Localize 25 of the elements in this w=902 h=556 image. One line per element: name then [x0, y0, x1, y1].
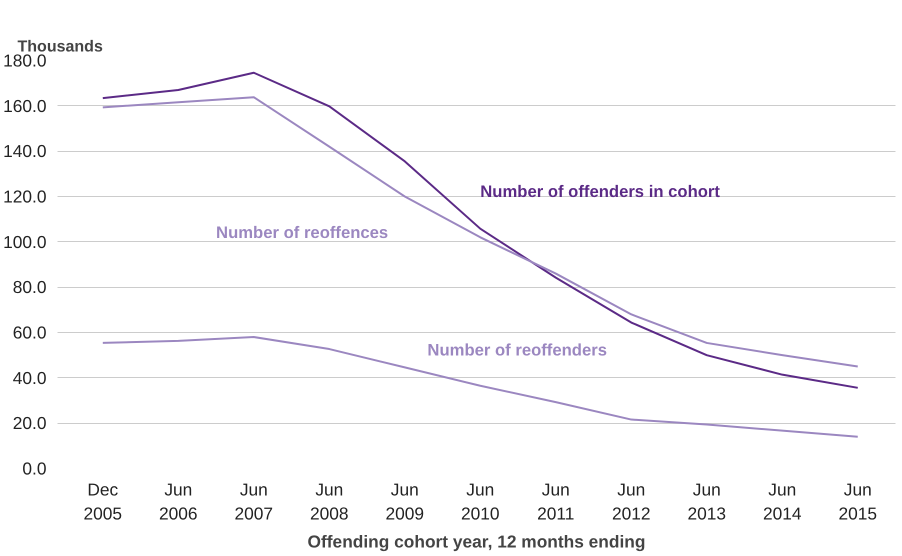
x-tick-label: Jun 2015 — [838, 480, 878, 524]
y-tick-label: 0.0 — [22, 458, 47, 478]
x-tick-label: Jun 2009 — [386, 480, 424, 524]
y-tick-label: 20.0 — [12, 413, 47, 434]
y-tick-label: 80.0 — [12, 277, 47, 298]
series-label: Number of reoffences — [216, 222, 388, 242]
y-tick-label: 120.0 — [3, 186, 47, 206]
y-tick-label: 140.0 — [3, 141, 47, 162]
y-tick-label: 40.0 — [12, 368, 47, 388]
x-tick-label: Jun 2014 — [762, 480, 802, 524]
x-tick-label: Jun 2011 — [537, 480, 574, 524]
x-tick-label: Jun 2012 — [612, 480, 651, 524]
line-series — [102, 336, 859, 438]
x-tick-label: Jun 2010 — [461, 480, 500, 524]
x-tick-label: Jun 2007 — [234, 480, 274, 524]
series-label: Number of offenders in cohort — [480, 182, 720, 202]
x-tick-label: Jun 2006 — [159, 480, 198, 524]
x-tick-label: Dec 2005 — [84, 480, 122, 524]
y-tick-label: 100.0 — [3, 232, 47, 252]
series-label: Number of reoffenders — [427, 340, 607, 360]
y-tick-label: 160.0 — [3, 96, 47, 116]
y-tick-label: 60.0 — [12, 322, 47, 342]
x-tick-label: Jun 2008 — [310, 480, 349, 524]
x-axis-title: Offending cohort year, 12 months ending — [308, 532, 646, 552]
x-tick-label: Jun 2013 — [687, 480, 726, 524]
